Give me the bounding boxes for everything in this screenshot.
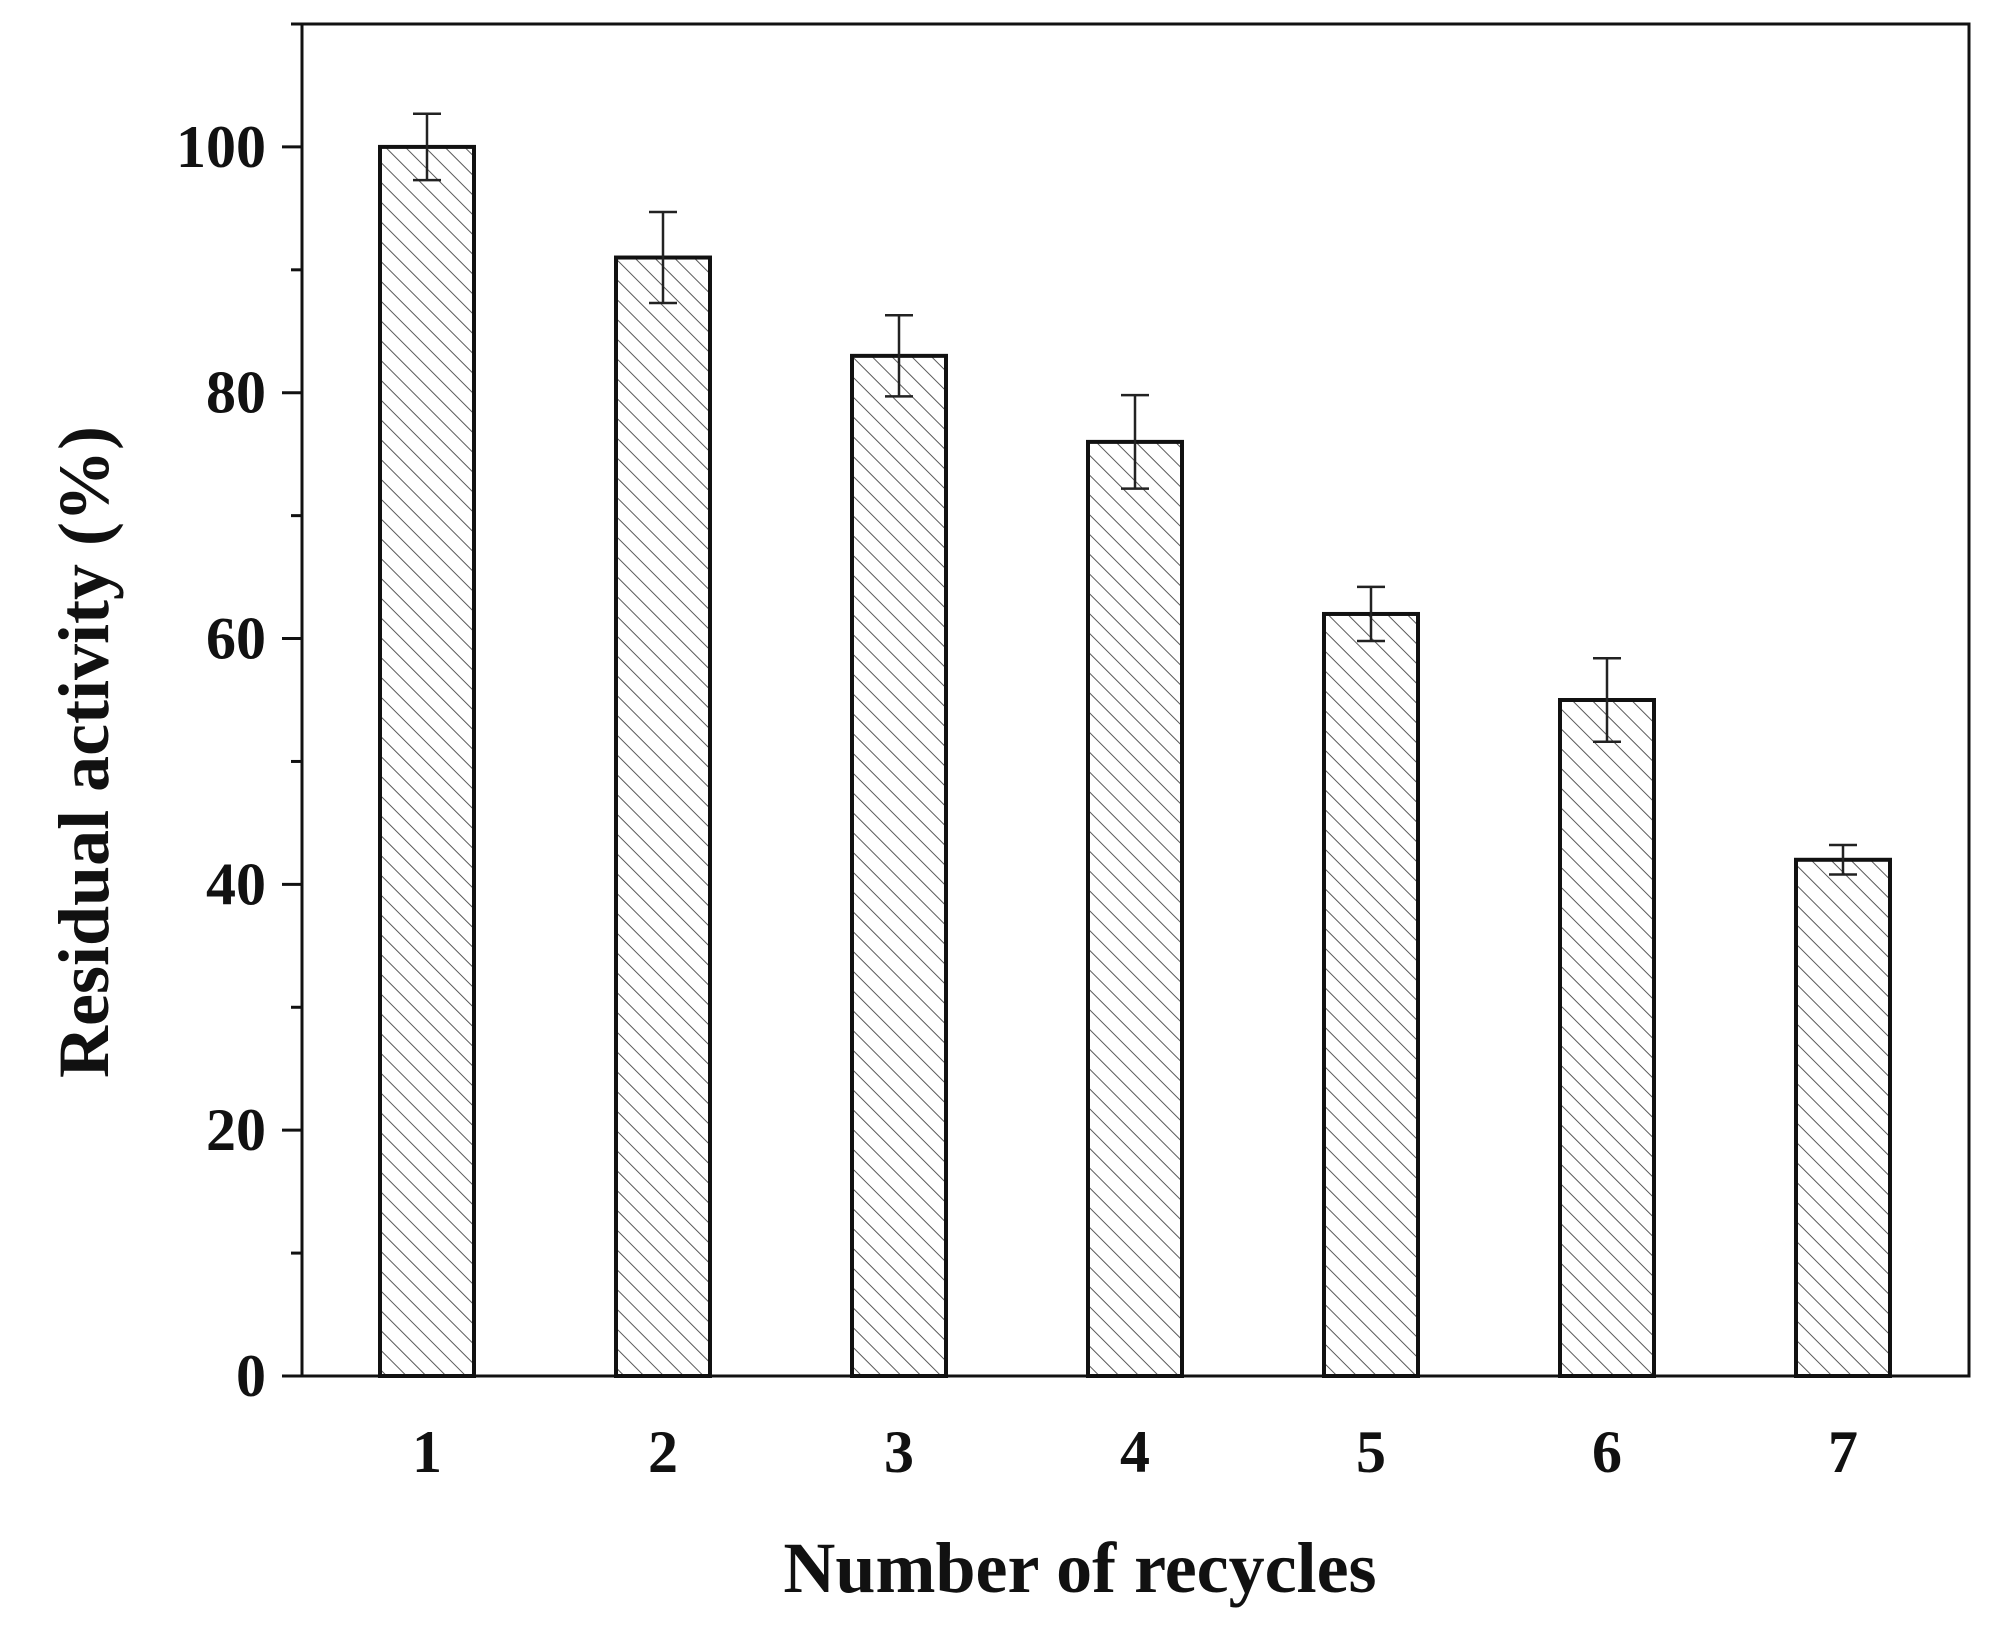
y-tick-label: 60 (206, 606, 266, 672)
x-axis-tick-labels: 1 2 3 4 5 6 7 (412, 1419, 1858, 1485)
y-axis-ticks (282, 22, 302, 1378)
y-tick-label: 40 (206, 851, 266, 917)
bar-1 (378, 144, 476, 1379)
bar-4 (1086, 439, 1184, 1378)
bar-3 (850, 353, 948, 1378)
y-axis-title: Residual activity (%) (44, 426, 124, 1078)
bar-5 (1322, 611, 1420, 1378)
y-axis-tick-labels: 0 20 40 60 80 100 (176, 114, 266, 1409)
bar-7 (1794, 857, 1892, 1378)
x-tick-label: 1 (412, 1419, 442, 1485)
x-tick-label: 3 (884, 1419, 914, 1485)
error-bar-6 (1593, 656, 1621, 744)
x-tick-label: 2 (648, 1419, 678, 1485)
error-bar-1 (413, 112, 441, 182)
y-tick-label: 20 (206, 1097, 266, 1163)
bar-6 (1558, 698, 1656, 1378)
y-tick-label: 100 (176, 114, 266, 180)
error-bar-5 (1357, 585, 1385, 643)
x-tick-label: 5 (1356, 1419, 1386, 1485)
bars-group (378, 144, 1892, 1379)
y-tick-label: 0 (236, 1343, 266, 1409)
error-bar-3 (885, 314, 913, 398)
x-tick-label: 6 (1592, 1419, 1622, 1485)
y-tick-label: 80 (206, 360, 266, 426)
bar-2 (614, 255, 712, 1379)
error-bar-2 (649, 210, 677, 305)
error-bar-4 (1121, 393, 1149, 490)
x-tick-label: 4 (1120, 1419, 1150, 1485)
x-axis-title: Number of recycles (783, 1528, 1376, 1608)
error-bar-7 (1829, 843, 1857, 876)
x-tick-label: 7 (1828, 1419, 1858, 1485)
error-bars-group (413, 112, 1857, 876)
